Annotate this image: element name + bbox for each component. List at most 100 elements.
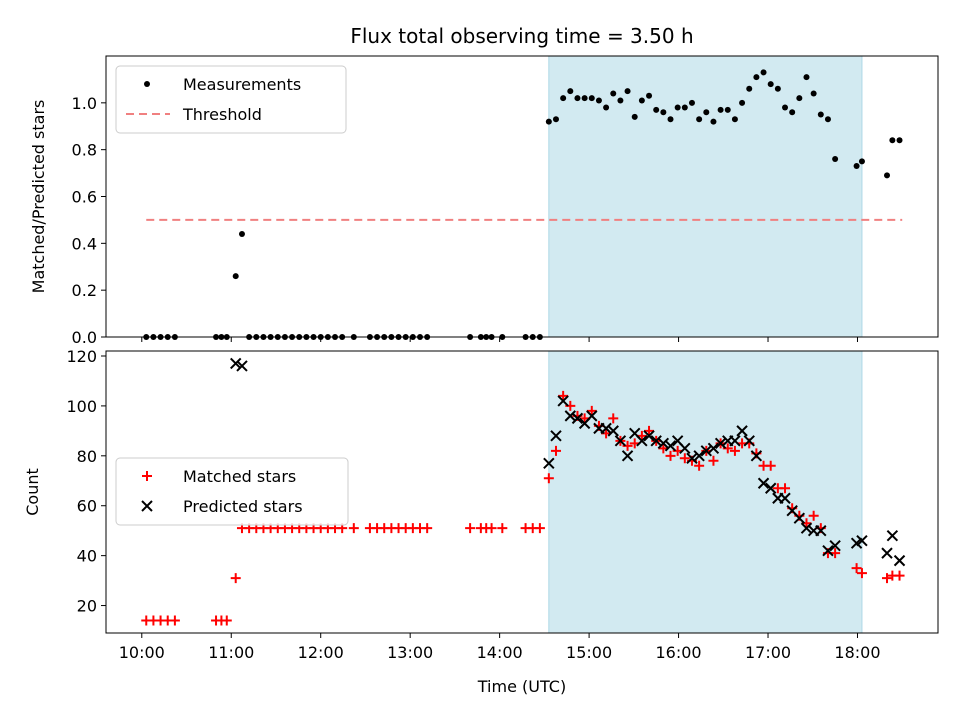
data-point xyxy=(765,460,776,471)
data-point xyxy=(731,116,738,123)
data-point xyxy=(595,97,602,104)
data-point xyxy=(694,460,705,471)
data-point xyxy=(230,357,242,370)
data-point xyxy=(600,422,612,435)
data-point xyxy=(486,523,497,534)
data-point xyxy=(422,523,433,534)
data-point xyxy=(621,450,634,462)
data-point xyxy=(856,568,867,579)
data-point xyxy=(667,116,674,123)
y-axis-label: Matched/Predicted stars xyxy=(29,100,48,294)
data-point xyxy=(815,524,827,537)
data-point xyxy=(631,113,638,120)
data-point xyxy=(793,512,806,524)
data-point xyxy=(664,440,677,452)
data-point xyxy=(894,570,905,581)
data-point xyxy=(710,118,717,125)
x-tick-label: 17:00 xyxy=(745,643,791,662)
data-point xyxy=(581,95,588,102)
data-point xyxy=(608,413,619,424)
data-point xyxy=(882,573,893,584)
data-point xyxy=(657,437,670,450)
data-point xyxy=(543,473,554,484)
y-tick-label: 40 xyxy=(77,547,97,566)
data-point xyxy=(767,81,774,88)
data-point xyxy=(560,95,567,102)
data-point xyxy=(221,615,232,626)
y-tick-label: 20 xyxy=(77,597,97,616)
legend-label: Threshold xyxy=(182,105,262,124)
y-tick-label: 0.8 xyxy=(72,141,97,160)
data-point xyxy=(896,137,903,144)
legend-label: Measurements xyxy=(183,75,301,94)
series-matched-stars xyxy=(141,390,905,626)
data-point xyxy=(764,482,777,494)
data-point xyxy=(638,97,645,104)
data-point xyxy=(230,573,241,584)
data-point xyxy=(884,172,891,179)
data-point xyxy=(782,104,789,111)
x-tick-label: 12:00 xyxy=(298,643,344,662)
x-axis-label: Time (UTC) xyxy=(477,677,566,696)
data-point xyxy=(558,390,569,401)
y-tick-label: 100 xyxy=(66,397,97,416)
data-point xyxy=(729,445,740,456)
legend-label: Matched stars xyxy=(183,467,296,486)
data-point xyxy=(545,118,552,125)
data-point xyxy=(644,425,655,436)
data-point xyxy=(636,435,648,447)
data-point xyxy=(564,410,577,422)
highlight-span xyxy=(548,55,863,338)
data-point xyxy=(693,450,705,462)
data-point xyxy=(824,116,831,123)
data-point xyxy=(856,534,868,547)
data-point xyxy=(232,273,239,280)
data-point xyxy=(646,92,653,99)
data-point xyxy=(700,445,712,457)
data-point xyxy=(803,74,810,81)
data-point xyxy=(653,106,660,113)
legend: Measurements Threshold xyxy=(115,65,347,134)
data-point xyxy=(236,360,248,372)
data-point xyxy=(796,95,803,102)
y-axis-label: Count xyxy=(23,468,42,516)
data-point xyxy=(681,104,688,111)
data-point xyxy=(169,615,180,626)
data-point xyxy=(881,547,893,559)
data-point xyxy=(893,554,906,567)
data-point xyxy=(832,156,839,163)
data-point xyxy=(617,97,624,104)
x-tick-label: 11:00 xyxy=(208,643,254,662)
data-point xyxy=(703,109,710,116)
legend-marker-measurements xyxy=(144,81,150,87)
data-point xyxy=(465,523,476,534)
data-point xyxy=(757,477,770,489)
chart-title: Flux total observing time = 3.50 h xyxy=(350,24,693,48)
data-point xyxy=(603,104,610,111)
y-tick-label: 1.0 xyxy=(72,94,97,113)
axes-frame xyxy=(105,350,939,634)
data-point xyxy=(543,457,555,470)
data-point xyxy=(550,430,562,442)
data-point xyxy=(497,523,508,534)
data-point xyxy=(552,116,559,123)
data-point xyxy=(586,405,597,416)
data-point xyxy=(614,435,627,447)
data-point xyxy=(717,106,724,113)
data-point xyxy=(607,425,619,437)
x-tick-label: 10:00 xyxy=(119,643,165,662)
data-point xyxy=(743,435,755,447)
data-point xyxy=(679,442,691,455)
data-point xyxy=(810,90,817,97)
data-point xyxy=(588,95,595,102)
data-point xyxy=(724,106,731,113)
x-tick-label: 16:00 xyxy=(656,643,702,662)
y-tick-label: 120 xyxy=(66,347,97,366)
data-point xyxy=(750,450,763,462)
data-point xyxy=(674,104,681,111)
series-predicted-stars xyxy=(230,357,906,567)
x-tick-label: 18:00 xyxy=(834,643,880,662)
data-point xyxy=(779,492,791,504)
data-point xyxy=(707,442,720,455)
